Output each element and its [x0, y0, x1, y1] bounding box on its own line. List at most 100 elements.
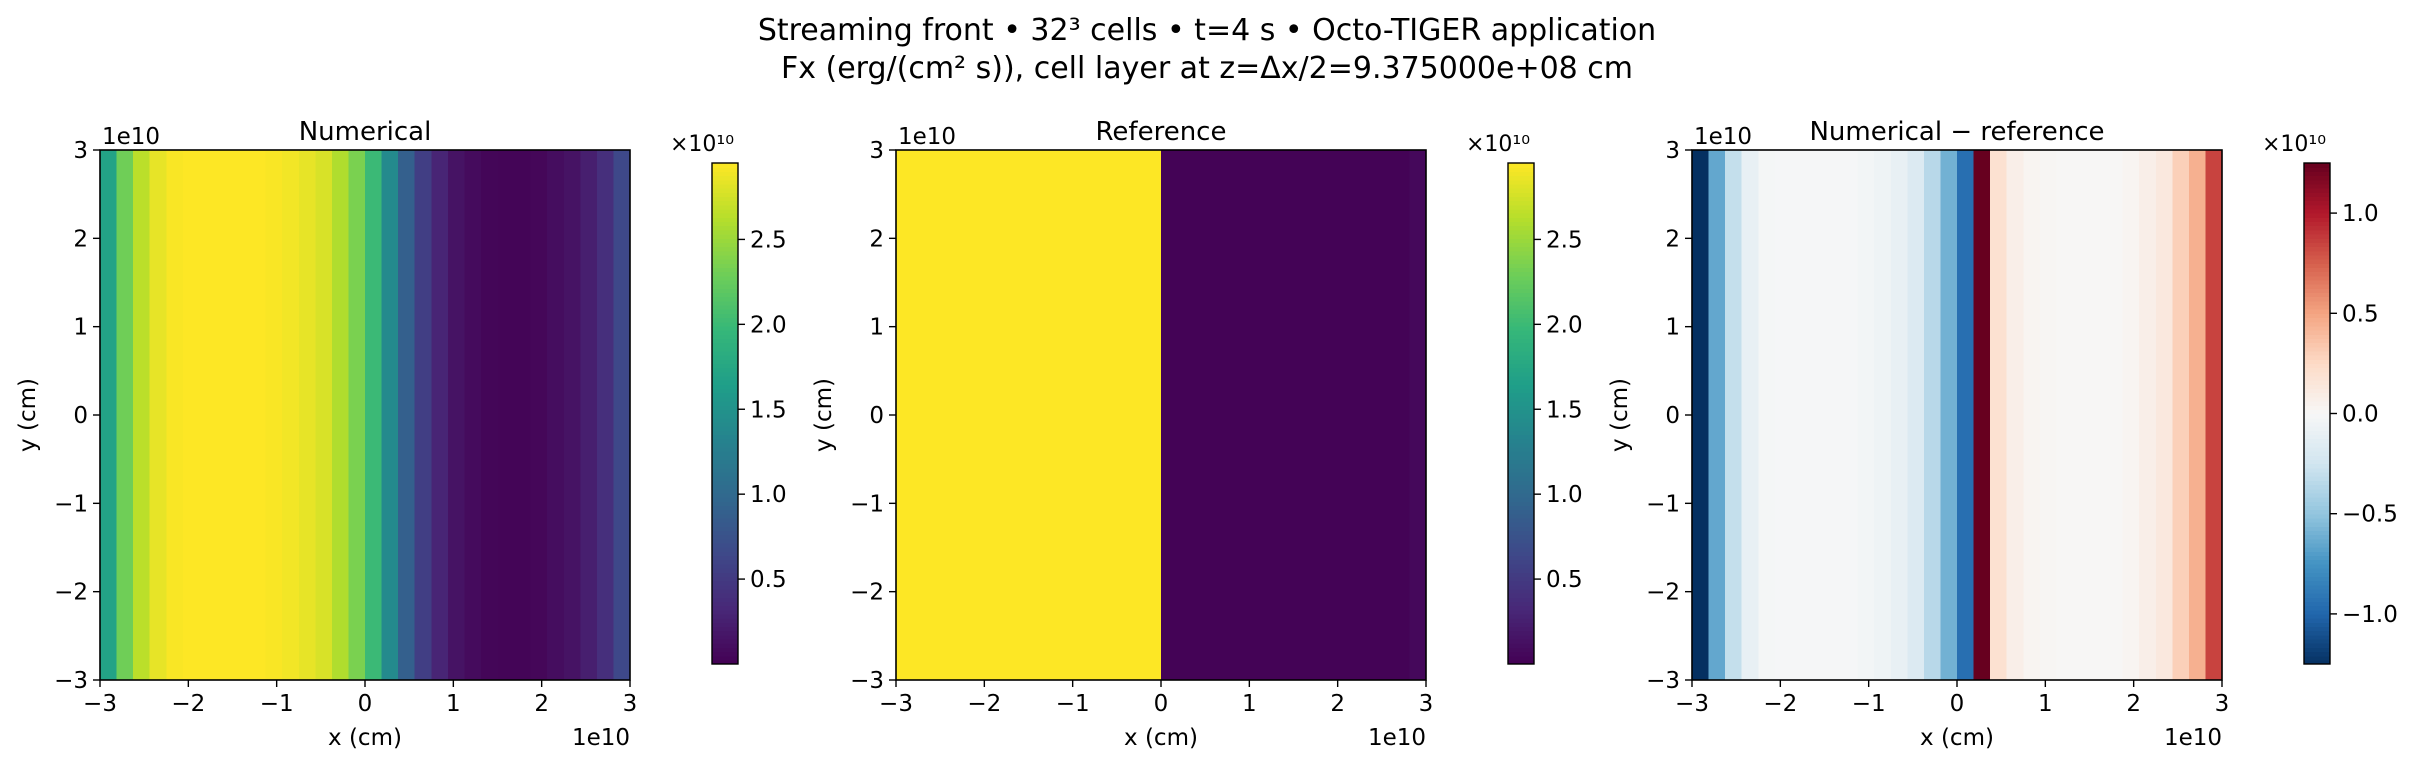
colorbar-segment: [712, 200, 738, 206]
heatmap-cell: [1857, 150, 1875, 680]
colorbar-segment: [712, 480, 738, 486]
colorbar-segment: [1508, 179, 1534, 185]
colorbar-segment: [1508, 388, 1534, 394]
heatmap-cell: [2072, 150, 2091, 680]
figure-title: Streaming front • 32³ cells • t=4 s • Oc…: [757, 13, 1657, 48]
colorbar-segment: [2304, 467, 2330, 473]
colorbar-segment: [1508, 526, 1534, 531]
heatmap-cell: [133, 150, 151, 680]
colorbar-segment: [2304, 651, 2330, 657]
colorbar-segment: [1508, 597, 1534, 602]
colorbar-segment: [712, 593, 738, 598]
colorbar-segment: [712, 622, 738, 628]
colorbar-segment: [2304, 296, 2330, 302]
colorbar-segment: [2304, 321, 2330, 327]
heatmap-cell: [1774, 150, 1792, 680]
heatmap-cell: [2172, 150, 2190, 680]
colorbar-segment: [2304, 188, 2330, 193]
heatmap-cell: [2089, 150, 2107, 680]
heatmap-cell: [1807, 150, 1826, 680]
colorbar-segment: [2304, 359, 2330, 364]
heatmap-cell: [116, 150, 134, 680]
heatmap-cell: [1973, 150, 1991, 680]
colorbar-segment: [2304, 597, 2330, 602]
colorbar-segment: [2304, 346, 2330, 352]
colorbar-segment: [1508, 638, 1534, 644]
colorbar-segment: [1508, 442, 1534, 448]
y-axis-label: y (cm): [811, 378, 837, 452]
y-tick-label: 3: [73, 138, 88, 164]
colorbar-segment: [2304, 605, 2330, 611]
colorbar-segment: [2304, 392, 2330, 398]
heatmap-cell: [480, 150, 499, 680]
colorbar-segment: [2304, 538, 2330, 544]
colorbar-segment: [1508, 330, 1534, 335]
colorbar: 0.5 1.0 1.5 2.0 2.5 ×10¹⁰: [670, 132, 787, 665]
colorbar-segment: [712, 446, 738, 452]
colorbar-segment: [2304, 371, 2330, 377]
heatmap-cell: [414, 150, 432, 680]
heatmap-cell: [331, 150, 350, 680]
heatmap-cell: [249, 150, 267, 680]
colorbar-segment: [712, 275, 738, 281]
colorbar-segment: [2304, 593, 2330, 598]
x-tick-label: 1: [1242, 691, 1257, 717]
heatmap-cell: [1111, 150, 1129, 680]
colorbar-segment: [1508, 405, 1534, 410]
y-tick-label: −3: [54, 668, 88, 694]
colorbar-segment: [2304, 609, 2330, 615]
colorbar-segment: [1508, 567, 1534, 573]
colorbar-segment: [1508, 288, 1534, 294]
colorbar-tick-label: 1.0: [2342, 201, 2379, 227]
x-offset-label: 1e10: [2164, 725, 2222, 751]
colorbar-segment: [1508, 250, 1534, 256]
colorbar-segment: [712, 167, 738, 172]
heatmap-cell: [464, 150, 482, 680]
colorbar-segment: [712, 342, 738, 348]
colorbar-segment: [712, 459, 738, 465]
x-tick-label: −1: [260, 691, 294, 717]
colorbar-segment: [712, 618, 738, 623]
colorbar-segment: [1508, 580, 1534, 586]
colorbar-segment: [1508, 551, 1534, 557]
colorbar-segment: [2304, 542, 2330, 548]
colorbar-segment: [2304, 659, 2330, 665]
colorbar-segment: [2304, 630, 2330, 636]
y-tick-label: 0: [1665, 403, 1680, 429]
colorbar-segment: [712, 522, 738, 527]
colorbar-segment: [1508, 313, 1534, 319]
colorbar-segment: [1508, 267, 1534, 273]
y-tick-label: −2: [54, 580, 88, 606]
colorbar-segment: [2304, 484, 2330, 490]
colorbar-segment: [712, 375, 738, 381]
heatmap-cell: [1094, 150, 1112, 680]
colorbar-segment: [2304, 396, 2330, 402]
colorbar-segment: [712, 513, 738, 519]
colorbar-segment: [712, 233, 738, 239]
y-tick-label: 0: [73, 403, 88, 429]
colorbar-segment: [2304, 284, 2330, 289]
colorbar-segment: [712, 476, 738, 481]
colorbar-tick-label: 2.5: [1546, 227, 1583, 253]
colorbar-segment: [2304, 204, 2330, 210]
colorbar-segment: [2304, 438, 2330, 444]
heatmap-cell: [2006, 150, 2024, 680]
heatmap-cell: [1177, 150, 1195, 680]
colorbar-segment: [1508, 655, 1534, 661]
colorbar-segment: [2304, 179, 2330, 185]
colorbar-segment: [1508, 167, 1534, 172]
colorbar-segment: [2304, 517, 2330, 523]
colorbar-segment: [712, 451, 738, 456]
colorbar-segment: [712, 221, 738, 227]
colorbar-segment: [2304, 175, 2330, 181]
heatmap-cell: [1326, 150, 1344, 680]
colorbar-segment: [2304, 522, 2330, 527]
colorbar-segment: [1508, 175, 1534, 181]
colorbar-segment: [1508, 413, 1534, 419]
colorbar-segment: [1508, 593, 1534, 598]
colorbar-tick-label: 0.5: [1546, 567, 1583, 593]
colorbar-segment: [1508, 434, 1534, 440]
colorbar-segment: [2304, 271, 2330, 277]
heatmap-cells: [1692, 150, 2223, 680]
colorbar-segment: [2304, 634, 2330, 640]
